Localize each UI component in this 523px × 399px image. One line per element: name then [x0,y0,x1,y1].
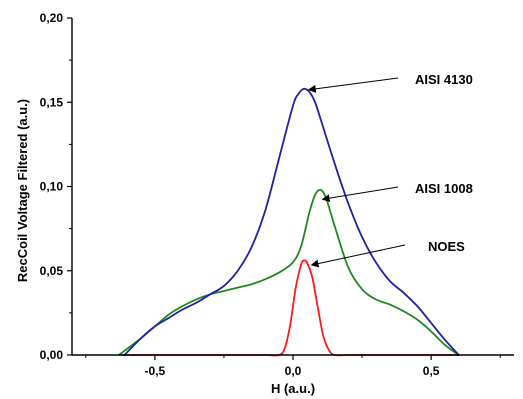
y-tick-label: 0,20 [40,11,64,25]
y-tick-label: 0,05 [40,264,64,278]
y-axis-label: RecCoil Voltage Filtered (a.u.) [15,99,30,282]
x-tick-label: 0,5 [423,364,440,378]
annotation-arrow-aisi-4130 [307,77,399,93]
x-axis-label: H (a.u.) [271,381,315,396]
annotation-label-aisi-1008: AISI 1008 [415,181,473,196]
annotation-label-aisi-4130: AISI 4130 [415,72,473,87]
annotation-label-noes: NOES [428,239,465,254]
plot-area [118,87,460,357]
y-tick-label: 0,15 [40,95,64,109]
labels: H (a.u.) RecCoil Voltage Filtered (a.u.) [15,99,315,396]
annotations: AISI 4130 AISI 1008 NOES [307,72,473,268]
y-tick-label: 0,00 [40,348,64,362]
x-tick-label: 0,0 [285,364,302,378]
annotation-arrow-aisi-1008 [321,186,399,203]
x-tick-label: -0,5 [145,364,166,378]
series-line-aisi-1008 [118,188,460,356]
series-line-aisi-4130 [123,87,460,356]
annotation-arrow-noes [310,244,406,268]
axes: -0,5 0,0 0,5 0,00 0,05 0,10 0,15 0,20 [40,11,514,378]
series-line-noes [120,259,460,357]
y-tick-label: 0,10 [40,180,64,194]
